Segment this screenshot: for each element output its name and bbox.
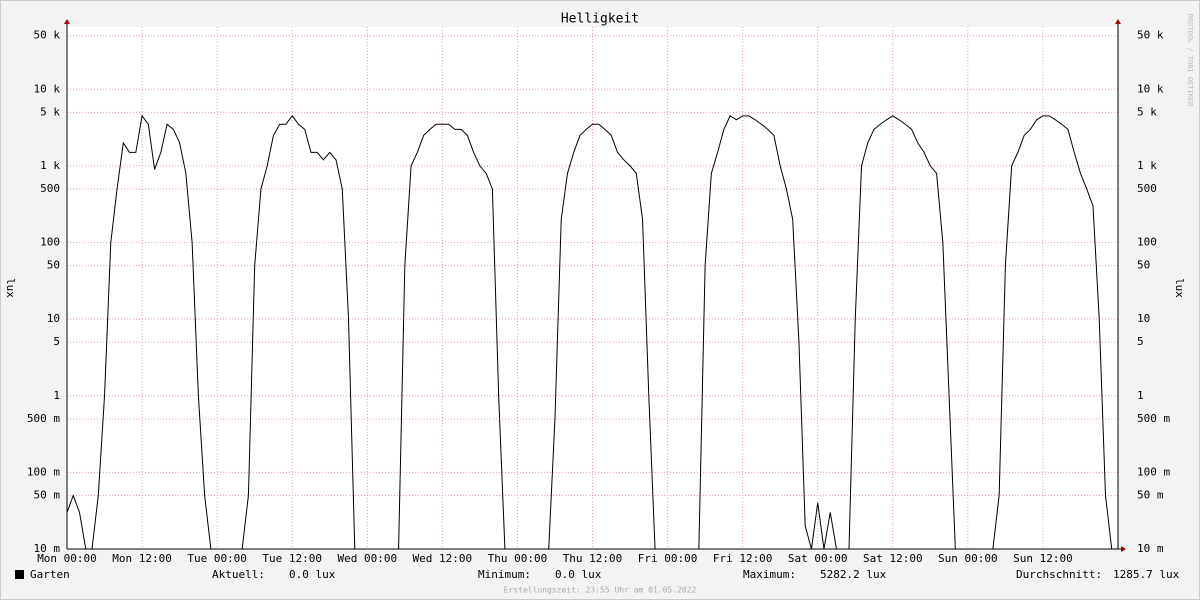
stat-value: 0.0 lux — [555, 568, 602, 581]
y2-tick-label: 5 k — [1137, 105, 1157, 118]
y-tick-label: 500 m — [27, 412, 60, 425]
y2-axis-label: lux — [1173, 278, 1186, 298]
y-tick-label: 50 — [47, 259, 60, 272]
y-tick-label: 100 — [40, 236, 60, 249]
y2-tick-label: 500 m — [1137, 412, 1170, 425]
y2-tick-label: 10 k — [1137, 82, 1164, 95]
stat-label: Durchschnitt: — [1016, 568, 1102, 581]
data-line — [66, 114, 1118, 550]
stat-label: Aktuell: — [212, 568, 265, 581]
y2-tick-label: 100 — [1137, 236, 1157, 249]
watermark: RRDTOOL / TOBI OETIKER — [1186, 14, 1194, 108]
y2-tick-label: 10 — [1137, 312, 1150, 325]
y-tick-label: 10 m — [34, 542, 61, 555]
y-tick-label: 5 — [53, 335, 60, 348]
x-tick-label: Mon 00:00 — [37, 552, 97, 565]
y2-tick-label: 5 — [1137, 335, 1144, 348]
y-tick-label: 1 k — [40, 159, 60, 172]
x-tick-label: Sat 00:00 — [788, 552, 848, 565]
chart-title: Helligkeit — [561, 12, 639, 27]
stat-label: Maximum: — [743, 568, 796, 581]
y2-tick-label: 10 m — [1137, 542, 1164, 555]
y-tick-label: 100 m — [27, 465, 60, 478]
x-tick-label: Sat 12:00 — [863, 552, 923, 565]
y-tick-label: 10 k — [34, 82, 61, 95]
x-tick-label: Wed 00:00 — [337, 552, 397, 565]
y-tick-label: 50 k — [34, 29, 61, 42]
y-tick-label: 1 — [53, 389, 60, 402]
x-tick-label: Sun 00:00 — [938, 552, 998, 565]
y2-tick-label: 1 — [1137, 389, 1144, 402]
y2-tick-label: 100 m — [1137, 465, 1170, 478]
x-tick-label: Tue 00:00 — [187, 552, 247, 565]
y2-tick-label: 50 — [1137, 259, 1150, 272]
y-axis-label: lux — [4, 278, 17, 298]
legend-label: Garten — [30, 568, 70, 581]
stat-value: 0.0 lux — [289, 568, 336, 581]
stat-label: Minimum: — [478, 568, 531, 581]
stat-value: 5282.2 lux — [820, 568, 887, 581]
y2-tick-label: 500 — [1137, 182, 1157, 195]
y-tick-label: 10 — [47, 312, 60, 325]
legend-swatch — [15, 570, 24, 579]
footer: Erstellungszeit: 23:55 Uhr am 01.05.2022 — [504, 586, 697, 595]
x-tick-label: Wed 12:00 — [413, 552, 473, 565]
x-tick-label: Thu 00:00 — [488, 552, 548, 565]
y2-tick-label: 50 k — [1137, 29, 1164, 42]
x-tick-label: Sun 12:00 — [1013, 552, 1073, 565]
y2-tick-label: 50 m — [1137, 488, 1164, 501]
x-tick-label: Mon 12:00 — [112, 552, 172, 565]
axis-arrow — [1115, 19, 1121, 24]
stat-value: 1285.7 lux — [1113, 568, 1180, 581]
y-tick-label: 50 m — [34, 488, 61, 501]
y-tick-label: 500 — [40, 182, 60, 195]
y2-tick-label: 1 k — [1137, 159, 1157, 172]
x-tick-label: Fri 00:00 — [638, 552, 698, 565]
axis-arrow — [64, 19, 70, 24]
x-tick-label: Thu 12:00 — [563, 552, 623, 565]
axis-arrow — [1121, 546, 1126, 552]
x-tick-label: Fri 12:00 — [713, 552, 773, 565]
y-tick-label: 5 k — [40, 105, 60, 118]
x-tick-label: Tue 12:00 — [262, 552, 322, 565]
